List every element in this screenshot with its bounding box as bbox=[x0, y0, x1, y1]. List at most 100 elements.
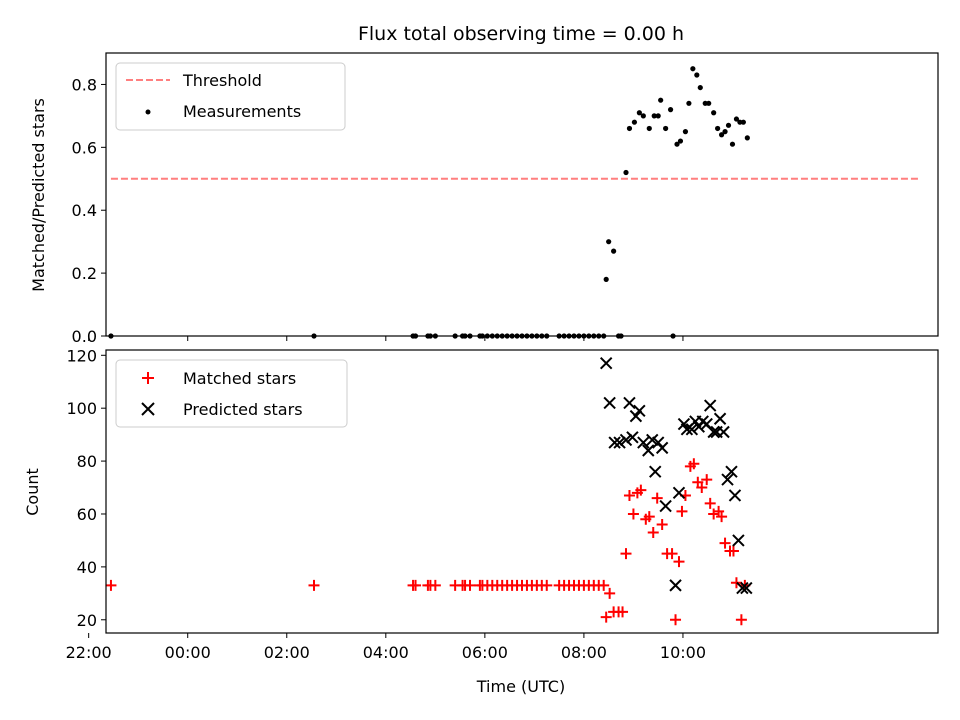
matched-star-point bbox=[647, 526, 659, 538]
measurement-point bbox=[706, 100, 712, 106]
measurement-point bbox=[694, 72, 700, 78]
matched-star-point bbox=[688, 458, 700, 470]
matched-star-point bbox=[666, 548, 678, 560]
top-axis-ticks: 0.0 0.2 0.4 0.6 0.8 bbox=[72, 75, 684, 346]
measurement-point bbox=[623, 169, 629, 176]
bottom-y-tick-label: 20 bbox=[77, 611, 97, 630]
matched-star-point bbox=[643, 511, 655, 523]
measurement-point bbox=[690, 66, 696, 72]
measurement-point bbox=[663, 125, 669, 132]
bottom-x-tick-label: 02:00 bbox=[264, 643, 310, 662]
bottom-y-tick-label: 80 bbox=[77, 452, 97, 471]
matched-star-point bbox=[696, 482, 708, 494]
predicted-star-point bbox=[740, 581, 753, 595]
bottom-x-tick-label: 10:00 bbox=[660, 643, 706, 662]
measurement-point bbox=[729, 141, 736, 147]
bottom-x-tick-label: 00:00 bbox=[165, 643, 211, 662]
measurement-point bbox=[740, 119, 746, 125]
matched-star-point bbox=[604, 587, 616, 599]
matched-star-point bbox=[651, 492, 663, 504]
predicted-legend-label: Predicted stars bbox=[183, 400, 303, 419]
top-y-tick-label: 0.4 bbox=[72, 201, 97, 220]
matched-star-point bbox=[656, 519, 668, 531]
matched-legend-label: Matched stars bbox=[183, 369, 296, 388]
matched-stars-series bbox=[105, 458, 751, 626]
bottom-y-axis-label: Count bbox=[23, 468, 42, 516]
predicted-star-point bbox=[649, 465, 662, 478]
threshold-legend-label: Threshold bbox=[182, 71, 262, 90]
measurement-point bbox=[640, 113, 646, 119]
bottom-x-tick-label: 04:00 bbox=[363, 643, 409, 662]
bottom-x-tick-label: 06:00 bbox=[462, 643, 508, 662]
predicted-star-point bbox=[728, 489, 742, 502]
predicted-star-point bbox=[669, 579, 682, 592]
measurement-point bbox=[631, 119, 638, 125]
predicted-star-point bbox=[713, 412, 727, 425]
matched-star-point bbox=[719, 537, 731, 549]
measurement-point bbox=[744, 135, 750, 141]
measurement-point bbox=[606, 239, 612, 245]
measurements-legend-swatch bbox=[145, 109, 151, 115]
predicted-star-point bbox=[659, 499, 672, 513]
measurement-point bbox=[658, 97, 664, 103]
measurement-point bbox=[686, 100, 692, 106]
matched-star-point bbox=[708, 508, 720, 520]
top-legend: Threshold Measurements bbox=[115, 62, 346, 131]
predicted-star-point bbox=[725, 465, 738, 478]
measurement-point bbox=[611, 248, 617, 254]
matched-star-point bbox=[600, 611, 612, 623]
measurement-point bbox=[651, 113, 657, 119]
bottom-y-tick-label: 100 bbox=[66, 399, 97, 418]
bottom-y-tick-label: 40 bbox=[77, 558, 97, 577]
matched-legend-swatch bbox=[142, 372, 154, 384]
measurement-point bbox=[711, 110, 717, 116]
predicted-star-point bbox=[672, 486, 686, 500]
measurement-point bbox=[603, 276, 609, 282]
matched-star-point bbox=[598, 579, 610, 591]
predicted-star-point bbox=[642, 444, 655, 457]
matched-star-point bbox=[673, 556, 685, 568]
bottom-axis-ticks: 22:00 00:00 02:00 04:00 06:00 08:00 10:00 20 40 6… bbox=[66, 346, 706, 662]
predicted-legend-swatch bbox=[141, 402, 155, 416]
measurement-point bbox=[626, 125, 633, 132]
measurement-point bbox=[718, 132, 725, 138]
bottom-y-tick-label: 60 bbox=[77, 505, 97, 524]
matched-star-point bbox=[308, 579, 320, 591]
predicted-star-point bbox=[703, 399, 717, 412]
top-y-tick-label: 0.6 bbox=[72, 138, 97, 157]
measurement-point bbox=[733, 116, 740, 122]
matched-star-point bbox=[541, 579, 553, 591]
matched-star-point bbox=[670, 614, 682, 626]
measurement-point bbox=[655, 113, 661, 119]
predicted-star-point bbox=[629, 409, 643, 423]
matched-star-point bbox=[464, 579, 476, 591]
matched-star-point bbox=[727, 545, 739, 557]
predicted-star-point bbox=[599, 357, 613, 370]
measurement-point bbox=[715, 125, 721, 132]
matched-star-point bbox=[617, 606, 629, 618]
matched-star-point bbox=[623, 489, 635, 501]
matched-star-point bbox=[730, 577, 742, 589]
predicted-star-point bbox=[655, 441, 669, 455]
matched-star-point bbox=[701, 474, 713, 486]
matched-star-point bbox=[735, 614, 747, 626]
measurement-point bbox=[667, 107, 674, 113]
x-axis-label: Time (UTC) bbox=[476, 677, 565, 696]
predicted-star-point bbox=[685, 423, 699, 436]
measurement-point bbox=[677, 138, 684, 144]
measurement-point bbox=[725, 122, 732, 128]
predicted-star-point bbox=[707, 425, 720, 439]
predicted-stars-series bbox=[599, 357, 753, 595]
matched-star-point bbox=[410, 579, 422, 591]
matched-star-point bbox=[635, 484, 647, 496]
matched-star-point bbox=[716, 511, 728, 523]
predicted-star-point bbox=[619, 433, 633, 447]
matched-star-point bbox=[429, 579, 441, 591]
top-y-tick-label: 0.8 bbox=[72, 75, 97, 94]
top-y-tick-label: 0.0 bbox=[72, 327, 97, 346]
measurements-legend-label: Measurements bbox=[183, 102, 301, 121]
bottom-legend-box bbox=[115, 359, 348, 428]
measurements-series bbox=[108, 66, 750, 339]
predicted-star-point bbox=[637, 436, 650, 449]
